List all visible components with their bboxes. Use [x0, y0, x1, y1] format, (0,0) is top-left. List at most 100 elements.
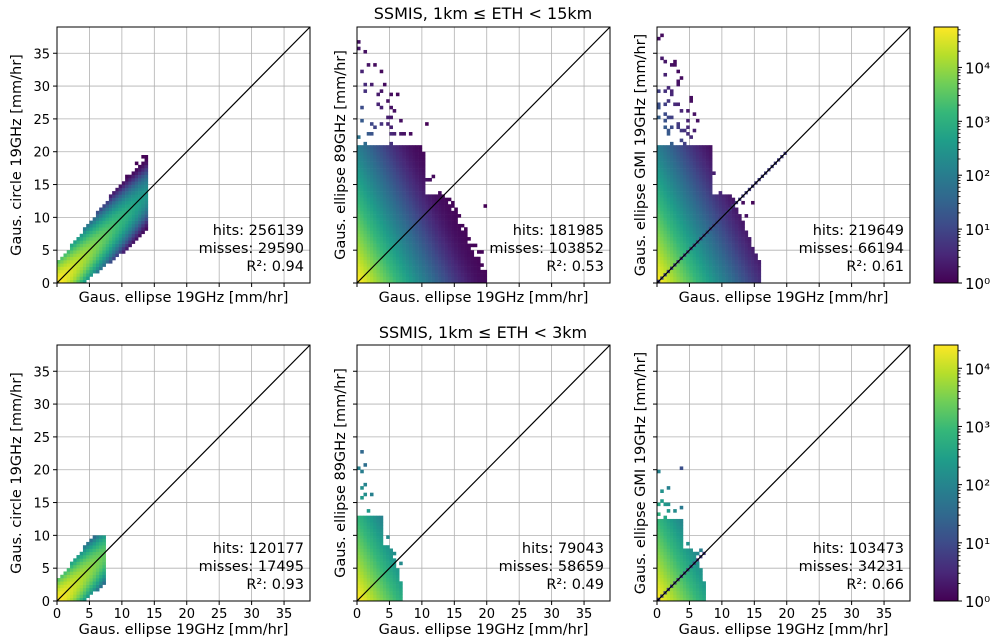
hist-cell: [673, 227, 677, 231]
hist-cell: [708, 263, 713, 267]
hist-cell: [373, 545, 377, 549]
hist-cell: [363, 187, 368, 192]
hist-cell: [144, 217, 149, 221]
hist-cell: [73, 253, 77, 258]
hist-cell: [682, 177, 687, 182]
hist-cell: [395, 571, 400, 576]
colorbar-tick-label: 10³: [965, 113, 990, 131]
hist-cell: [682, 145, 687, 149]
hist-cell: [747, 240, 752, 244]
hist-cell: [663, 164, 668, 169]
hist-cell: [121, 207, 126, 212]
hist-cell: [415, 187, 419, 192]
hist-cell: [379, 174, 384, 179]
hist-cell: [425, 263, 429, 267]
hist-cell: [89, 587, 93, 592]
hist-cell: [112, 246, 116, 251]
hist-cell: [379, 587, 384, 592]
hist-cell: [673, 260, 677, 264]
hist-cell: [379, 279, 384, 283]
hist-cell: [408, 253, 413, 258]
hist-cell: [382, 223, 387, 228]
hist-cell: [357, 535, 361, 539]
hist-cell: [741, 266, 745, 271]
hist-cell: [431, 237, 436, 241]
hist-cell: [689, 591, 693, 595]
hist-cell: [467, 246, 471, 251]
hist-cell: [663, 220, 668, 225]
hist-cell: [415, 200, 419, 205]
hist-cell: [99, 263, 103, 267]
hist-cell: [676, 541, 681, 546]
hist-cell: [444, 246, 449, 251]
hist-cell: [389, 168, 393, 172]
hist-cell: [144, 161, 149, 166]
hist-cell: [741, 237, 745, 241]
hist-cell: [454, 263, 458, 267]
hist-cell: [95, 555, 100, 559]
hist-cell: [473, 279, 478, 283]
hist-cell: [366, 187, 371, 192]
hist-cell: [657, 197, 661, 202]
hist-cell: [673, 587, 677, 592]
hist-cell: [405, 145, 410, 149]
hist-cell: [728, 197, 732, 202]
hist-cell: [431, 250, 436, 254]
hist-cell: [389, 558, 393, 562]
hist-cell: [73, 240, 77, 244]
hist-cell: [415, 204, 419, 208]
hist-cell: [686, 555, 690, 559]
x-tick-label: 35: [276, 607, 293, 622]
hist-cell: [428, 227, 432, 231]
hist-cell: [660, 197, 664, 202]
hist-cell: [360, 269, 364, 274]
hist-cell: [418, 184, 423, 189]
hist-cell: [689, 148, 693, 153]
hist-cell: [692, 253, 697, 258]
hist-cell: [366, 515, 371, 520]
hist-cell: [357, 210, 361, 215]
hist-cell: [692, 181, 697, 185]
hist-cell: [712, 233, 716, 238]
hist-cell: [112, 197, 116, 202]
hist-cell: [369, 541, 374, 546]
hist-cell: [470, 266, 475, 271]
hist-cell: [682, 237, 687, 241]
hist-cell: [728, 256, 732, 261]
hist-cell: [679, 538, 684, 543]
hist-cell: [464, 256, 468, 261]
hist-cell: [389, 171, 393, 175]
hist-cell: [679, 591, 684, 595]
hist-cell: [141, 227, 145, 231]
hist-cell: [389, 217, 393, 221]
hist-cell: [695, 256, 700, 261]
hist-cell: [679, 269, 684, 274]
hist-cell: [679, 564, 684, 569]
hist-cell: [721, 194, 726, 198]
hist-cell: [718, 237, 723, 241]
hist-cell: [121, 246, 126, 251]
hist-cell: [689, 207, 693, 212]
hist-cell: [441, 214, 445, 218]
histogram-cells: [357, 450, 403, 601]
hist-cell: [669, 237, 674, 241]
hist-cell: [66, 571, 71, 576]
hist-cell: [382, 214, 387, 218]
hist-cell: [128, 174, 132, 179]
hist-cell: [399, 266, 403, 271]
hist-cell: [657, 158, 661, 162]
hist-cell: [363, 243, 368, 248]
hist-cell: [379, 155, 384, 159]
hist-cell: [676, 82, 681, 87]
hist-cell: [379, 151, 384, 156]
hist-cell: [725, 197, 729, 202]
hist-cell: [399, 200, 403, 205]
hist-cell: [657, 561, 661, 566]
hist-cell: [686, 587, 690, 592]
hist-cell: [379, 230, 384, 235]
hist-cell: [418, 164, 423, 169]
hist-cell: [92, 240, 97, 244]
hist-cell: [689, 233, 693, 238]
hist-cell: [134, 177, 139, 182]
hist-cell: [686, 197, 690, 202]
